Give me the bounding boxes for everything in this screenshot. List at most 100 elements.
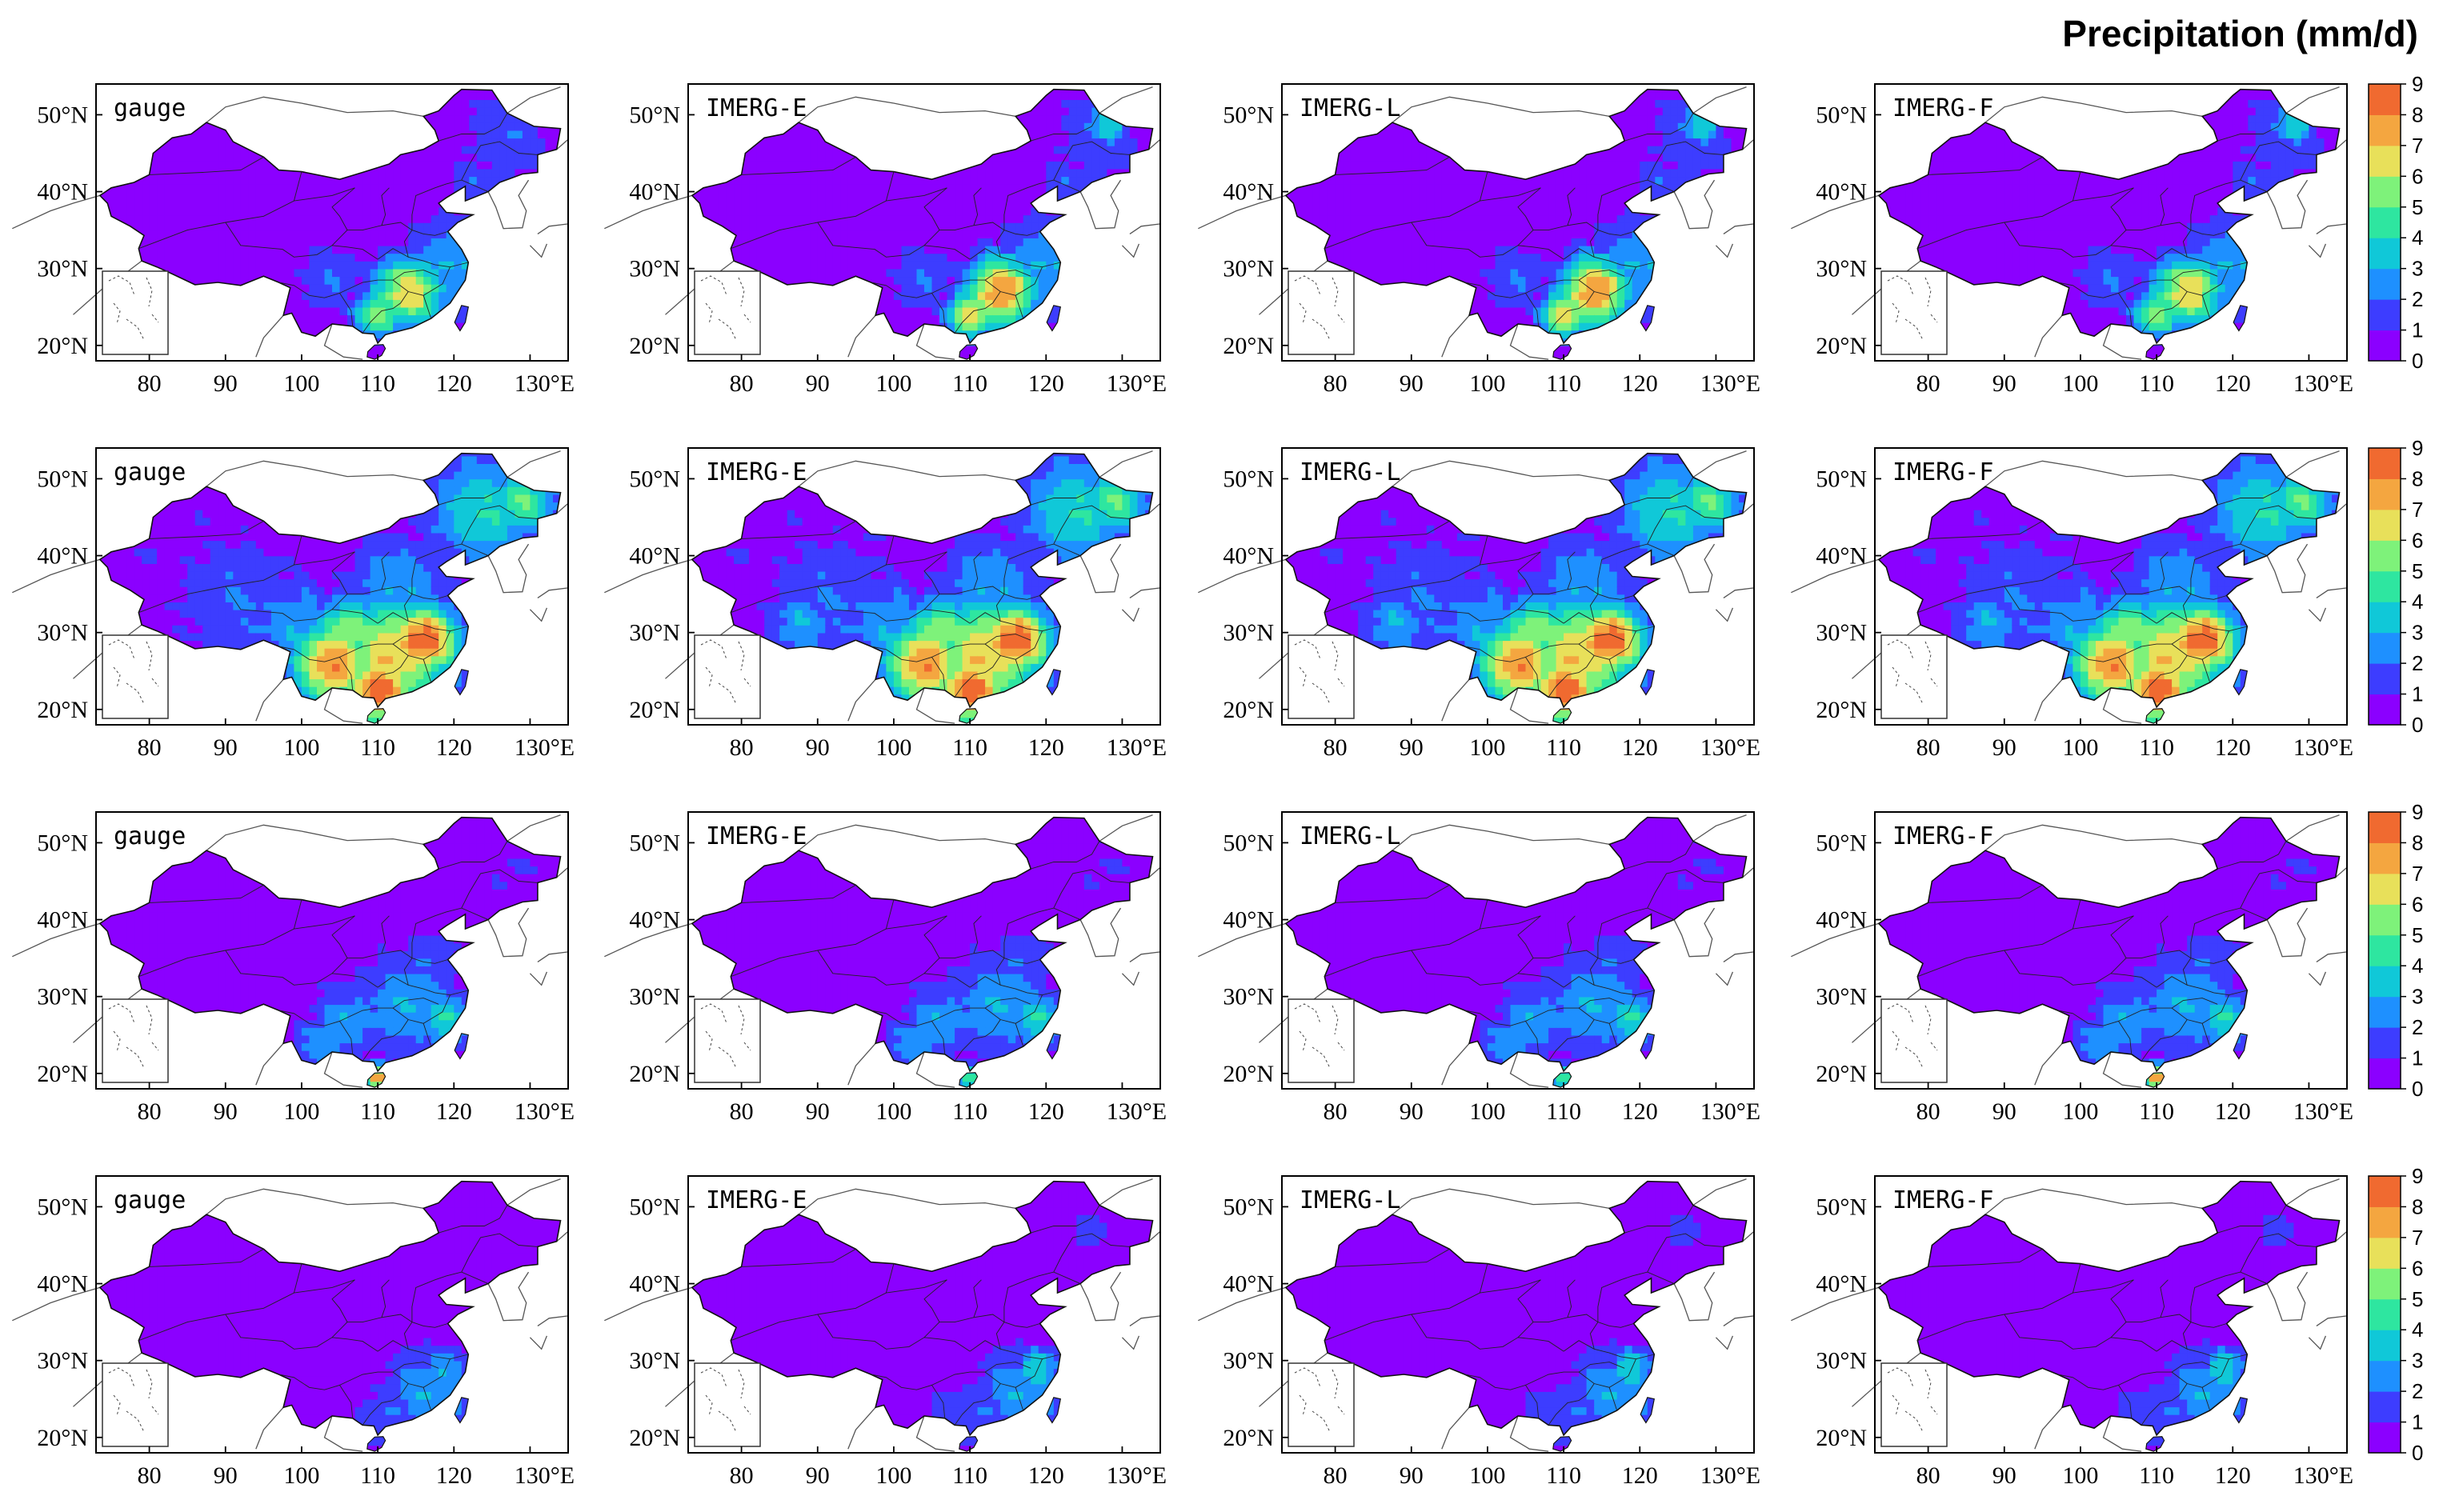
precip-cell [142,509,150,518]
precip-cell [157,858,166,867]
precip-cell [446,678,455,687]
precip-cell [103,494,112,503]
precip-cell [111,153,120,162]
precip-cell [499,338,508,346]
precip-cell [545,686,554,695]
precip-cell [385,261,394,270]
precip-cell [454,640,463,649]
precip-cell [255,563,265,572]
precip-cell [202,91,211,100]
precip-cell [461,463,471,472]
precip-cell [378,453,386,457]
precip-cell [507,463,516,472]
precip-cell [233,640,242,649]
precip-cell [439,122,447,131]
precip-cell [454,89,463,93]
precip-cell [233,625,242,634]
precip-cell [362,478,371,487]
precip-cell [415,283,424,293]
precip-cell [263,253,272,262]
precip-cell [118,919,127,928]
precip-cell [515,145,523,154]
precip-cell [484,502,493,510]
precip-cell [446,291,455,300]
precip-cell [476,525,486,534]
precip-cell [408,655,417,664]
precip-cell [415,670,424,680]
precip-cell [400,578,409,587]
precip-cell [484,283,493,293]
precip-cell [111,858,120,867]
precip-cell [469,168,478,178]
precip-cell [210,89,218,93]
precip-cell [415,345,424,354]
precip-cell [278,345,287,354]
precip-cell [225,525,234,534]
precip-cell [172,532,181,542]
precip-cell [423,199,432,208]
precip-cell [491,632,501,642]
precip-cell [134,881,142,890]
precip-cell [103,509,112,518]
precip-cell [446,470,455,480]
precip-cell [278,494,287,503]
precip-cell [439,632,447,642]
precip-cell [294,214,302,223]
precip-cell [286,291,295,300]
precip-cell [446,702,455,710]
precip-cell [210,678,218,687]
precip-cell [99,509,105,518]
precip-cell [476,586,486,595]
precip-cell [553,153,561,162]
precip-cell [317,322,326,331]
precip-cell [484,314,493,323]
precip-cell [507,502,516,510]
precip-cell [439,602,447,610]
precip-cell [202,509,211,518]
precip-cell [111,609,120,618]
precip-cell [400,214,409,223]
precip-cell [339,122,348,131]
precip-cell [400,276,409,285]
precip-cell [537,191,547,200]
precip-cell [99,586,105,595]
precip-cell [179,950,188,959]
precip-cell [515,261,523,270]
precip-cell [210,609,218,618]
precip-cell [491,502,501,510]
precip-cell [225,578,234,587]
precip-cell [248,555,257,564]
precip-cell [194,632,203,642]
precip-cell [270,330,280,338]
precip-cell [255,191,265,200]
precip-cell [255,578,265,587]
precip-cell [164,858,173,867]
precip-cell [149,927,158,936]
lon-tick-label: 130°E [515,734,575,761]
precip-cell [515,663,523,672]
precip-cell [393,632,402,642]
precip-cell [537,161,547,170]
precip-cell [179,973,188,982]
precip-cell [309,330,318,338]
precip-cell [99,145,105,154]
precip-cell [248,686,257,695]
precip-cell [332,138,341,146]
precip-cell [149,866,158,874]
precip-cell [423,525,432,534]
precip-cell [378,655,386,664]
precip-cell [507,632,516,642]
precip-cell [248,122,257,131]
precip-cell [461,525,471,534]
precip-cell [454,276,463,285]
precip-cell [99,238,105,246]
precip-cell [126,238,135,246]
precip-cell [233,686,242,695]
precip-cell [164,502,173,510]
precip-cell [354,502,363,510]
precip-cell [476,314,486,323]
precip-cell [294,578,302,587]
precip-cell [507,245,516,254]
precip-cell [157,594,166,602]
precip-cell [225,206,234,216]
